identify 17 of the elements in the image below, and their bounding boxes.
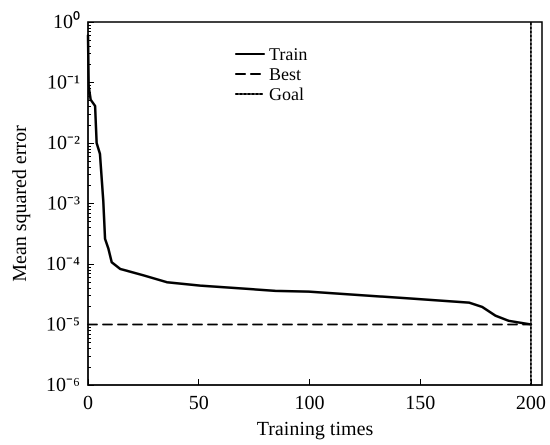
x-tick-label: 150 [405, 392, 436, 414]
y-tick-label: 10⁻¹ [47, 72, 80, 94]
y-tick-label: 10⁻⁵ [46, 314, 80, 336]
y-tick-label: 10⁰ [53, 10, 80, 33]
x-tick-label: 0 [83, 392, 93, 414]
legend-label: Goal [269, 84, 304, 104]
legend-label: Best [269, 64, 302, 84]
x-tick-label: 200 [516, 392, 546, 414]
y-tick-label: 10⁻³ [47, 192, 80, 214]
y-tick-label: 10⁻⁶ [46, 374, 80, 396]
y-tick-label: 10⁻⁴ [46, 253, 80, 275]
legend-label: Train [269, 44, 308, 64]
x-tick-label: 50 [188, 392, 209, 414]
y-axis-title: Mean squared error [9, 124, 31, 282]
x-tick-label: 100 [294, 392, 324, 414]
y-tick-label: 10⁻² [47, 132, 80, 154]
x-axis-title: Training times [256, 418, 374, 440]
